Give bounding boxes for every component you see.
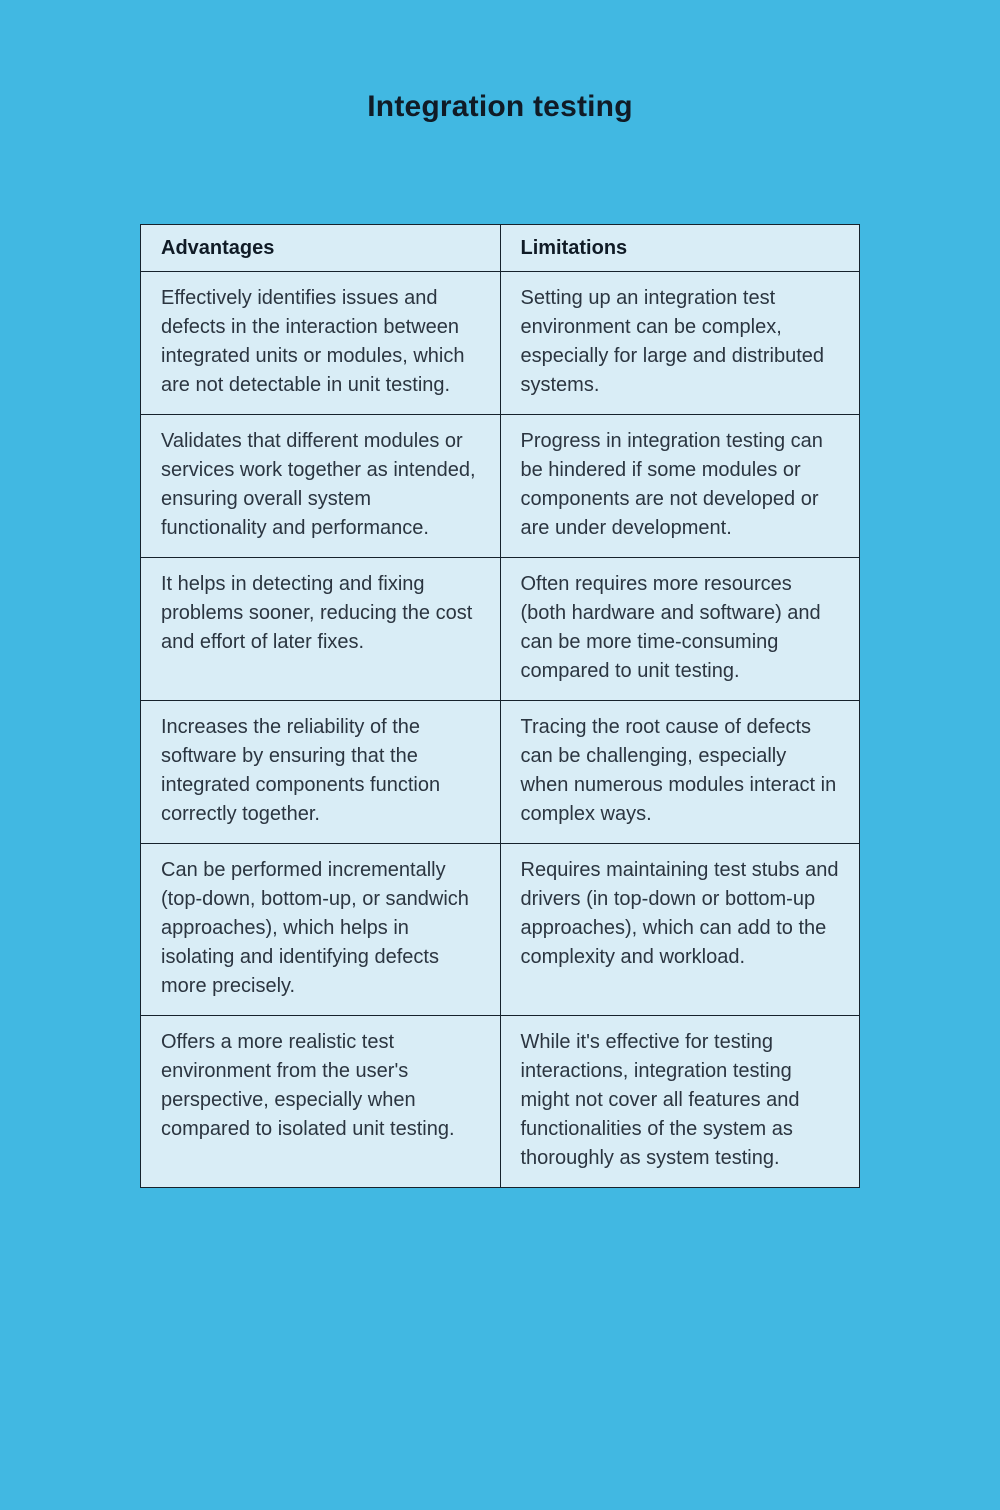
advantage-cell: Effectively identifies issues and defect… <box>140 271 501 415</box>
limitation-cell: Tracing the root cause of defects can be… <box>499 700 860 844</box>
column-header-advantages: Advantages <box>140 224 501 272</box>
limitation-cell: Setting up an integration test environme… <box>499 271 860 415</box>
table-row: Increases the reliability of the softwar… <box>140 700 860 844</box>
table-row: Effectively identifies issues and defect… <box>140 271 860 415</box>
table-body: Effectively identifies issues and defect… <box>140 271 860 1188</box>
header-row: Advantages Limitations <box>140 224 860 272</box>
advantage-cell: Can be performed incrementally (top-down… <box>140 843 501 1016</box>
limitation-cell: Requires maintaining test stubs and driv… <box>499 843 860 1016</box>
table-row: Offers a more realistic test environment… <box>140 1015 860 1188</box>
table-row: Can be performed incrementally (top-down… <box>140 843 860 1016</box>
advantage-cell: Increases the reliability of the softwar… <box>140 700 501 844</box>
limitation-cell: Often requires more resources (both hard… <box>499 557 860 701</box>
advantage-cell: Validates that different modules or serv… <box>140 414 501 558</box>
advantage-cell: Offers a more realistic test environment… <box>140 1015 501 1188</box>
table-header: Advantages Limitations <box>140 224 860 272</box>
advantage-cell: It helps in detecting and fixing problem… <box>140 557 501 701</box>
column-header-limitations: Limitations <box>499 224 860 272</box>
table-row: Validates that different modules or serv… <box>140 414 860 558</box>
comparison-table: Advantages Limitations Effectively ident… <box>140 224 860 1188</box>
page-title: Integration testing <box>367 90 633 123</box>
limitation-cell: While it's effective for testing interac… <box>499 1015 860 1188</box>
table-row: It helps in detecting and fixing problem… <box>140 557 860 701</box>
limitation-cell: Progress in integration testing can be h… <box>499 414 860 558</box>
